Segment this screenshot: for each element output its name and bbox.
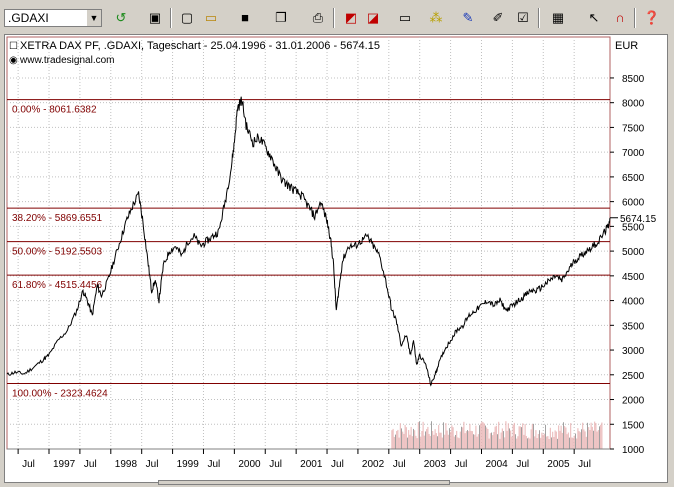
fibonacci-label: 61.80% - 4515.4456 [12, 280, 103, 291]
x-tick-label: Jul [578, 459, 591, 470]
x-tick-label: Jul [455, 459, 468, 470]
new-document-icon[interactable]: ▢ [180, 10, 194, 25]
x-tick-label: 2002 [362, 459, 385, 470]
y-tick-label: 8000 [622, 99, 645, 110]
price-chart[interactable]: 0.00% - 8061.6382 38.20% - 5869.6551 50.00… [5, 35, 667, 482]
toolbar-separator [634, 8, 636, 28]
currency-label: EUR [615, 40, 638, 52]
x-tick-label: Jul [269, 459, 282, 470]
fibonacci-label: 100.00% - 2323.4624 [12, 389, 108, 400]
chart-down-icon[interactable]: ◩ [344, 10, 358, 25]
x-tick-label: Jul [84, 459, 97, 470]
y-tick-label: 6500 [622, 173, 645, 184]
x-tick-label: Jul [331, 459, 344, 470]
x-tick-label: Jul [22, 459, 35, 470]
plot-area [6, 36, 611, 450]
chart-title: XETRA DAX PF, .GDAXI, Tageschart - 25.04… [20, 40, 380, 52]
y-tick-label: 5000 [622, 247, 645, 258]
magnet-icon[interactable]: ∩ [615, 10, 625, 25]
chevron-down-icon[interactable]: ▼ [86, 10, 101, 26]
x-tick-label: Jul [146, 459, 159, 470]
y-tick-label: 4500 [622, 272, 645, 283]
y-tick-label: 7500 [622, 123, 645, 134]
fibonacci-label: 50.00% - 5192.5503 [12, 247, 103, 258]
y-tick-label: 2500 [622, 371, 645, 382]
open-folder-icon[interactable]: ▭ [204, 10, 218, 25]
y-axis-area [611, 35, 667, 449]
toolbar-separator [538, 8, 540, 28]
y-tick-label: 3000 [622, 346, 645, 357]
y-tick-label: 1500 [622, 420, 645, 431]
y-tick-label: 7000 [622, 148, 645, 159]
x-tick-label: Jul [516, 459, 529, 470]
y-tick-label: 2000 [622, 396, 645, 407]
indicator-icon[interactable]: ⁂ [429, 10, 443, 25]
price-line [6, 96, 611, 387]
symbol-value: .GDAXI [8, 11, 49, 25]
x-tick-label: Jul [393, 459, 406, 470]
style-icon[interactable]: ✐ [492, 10, 504, 25]
copy-icon[interactable]: ❐ [275, 10, 287, 25]
fibonacci-label: 38.20% - 5869.6551 [12, 213, 103, 224]
refresh-icon[interactable]: ↺ [115, 10, 127, 25]
window-icon[interactable]: ▭ [398, 10, 412, 25]
last-value-label: 5674.15 [620, 214, 657, 225]
drawing-tool-icon[interactable]: ✎ [462, 10, 474, 25]
y-tick-label: 3500 [622, 321, 645, 332]
grid-icon[interactable]: ▦ [551, 10, 565, 25]
export-icon[interactable]: ▣ [148, 10, 162, 25]
symbol-combobox[interactable]: .GDAXI ▼ [4, 9, 102, 27]
toolbar-separator [170, 8, 172, 28]
x-tick-label: 2005 [547, 459, 570, 470]
x-tick-label: 2001 [300, 459, 323, 470]
source-label: www.tradesignal.com [19, 55, 114, 66]
print-icon[interactable]: ⎙ [312, 10, 324, 25]
x-tick-label: 1998 [115, 459, 138, 470]
x-tick-label: 2003 [424, 459, 447, 470]
y-tick-label: 8500 [622, 74, 645, 85]
axes: 1000 1500 2000 2500 3000 3500 4000 4500 5000 5500… [7, 35, 667, 470]
fibonacci-label: 0.00% - 8061.6382 [12, 105, 97, 116]
y-tick-label: 4000 [622, 297, 645, 308]
y-tick-label: 1000 [622, 445, 645, 456]
fibonacci-levels: 0.00% - 8061.6382 38.20% - 5869.6551 50.00… [7, 99, 610, 400]
x-tick-label: 1997 [53, 459, 76, 470]
x-tick-label: 1999 [177, 459, 200, 470]
save-icon[interactable]: ■ [241, 10, 249, 25]
price-series [6, 96, 611, 387]
x-tick-label: Jul [207, 459, 220, 470]
chart-window[interactable]: 0.00% - 8061.6382 38.20% - 5869.6551 50.00… [4, 34, 668, 483]
y-tick-label: 5500 [622, 222, 645, 233]
y-tick-label: 6000 [622, 198, 645, 209]
source-icon: ◉ [9, 55, 18, 66]
x-tick-label: 2000 [238, 459, 261, 470]
toolbar: .GDAXI ▼ ↺ ▣ ▢ ▭ ■ ❐ ⎙ ◩ ◪ ▭ ⁂ ✎ ✐ ☑ ▦ ↖… [0, 0, 674, 34]
help-icon[interactable]: ❓ [643, 10, 661, 25]
properties-icon[interactable]: ☑ [517, 10, 529, 25]
chart-title-icon: ☐ [9, 41, 18, 52]
chart-up-icon[interactable]: ◪ [366, 10, 380, 25]
toolbar-separator [333, 8, 335, 28]
horizontal-scrollbar[interactable] [158, 480, 450, 485]
volume-bars [391, 421, 603, 449]
cursor-icon[interactable]: ↖ [588, 10, 600, 25]
x-tick-label: 2004 [485, 459, 508, 470]
